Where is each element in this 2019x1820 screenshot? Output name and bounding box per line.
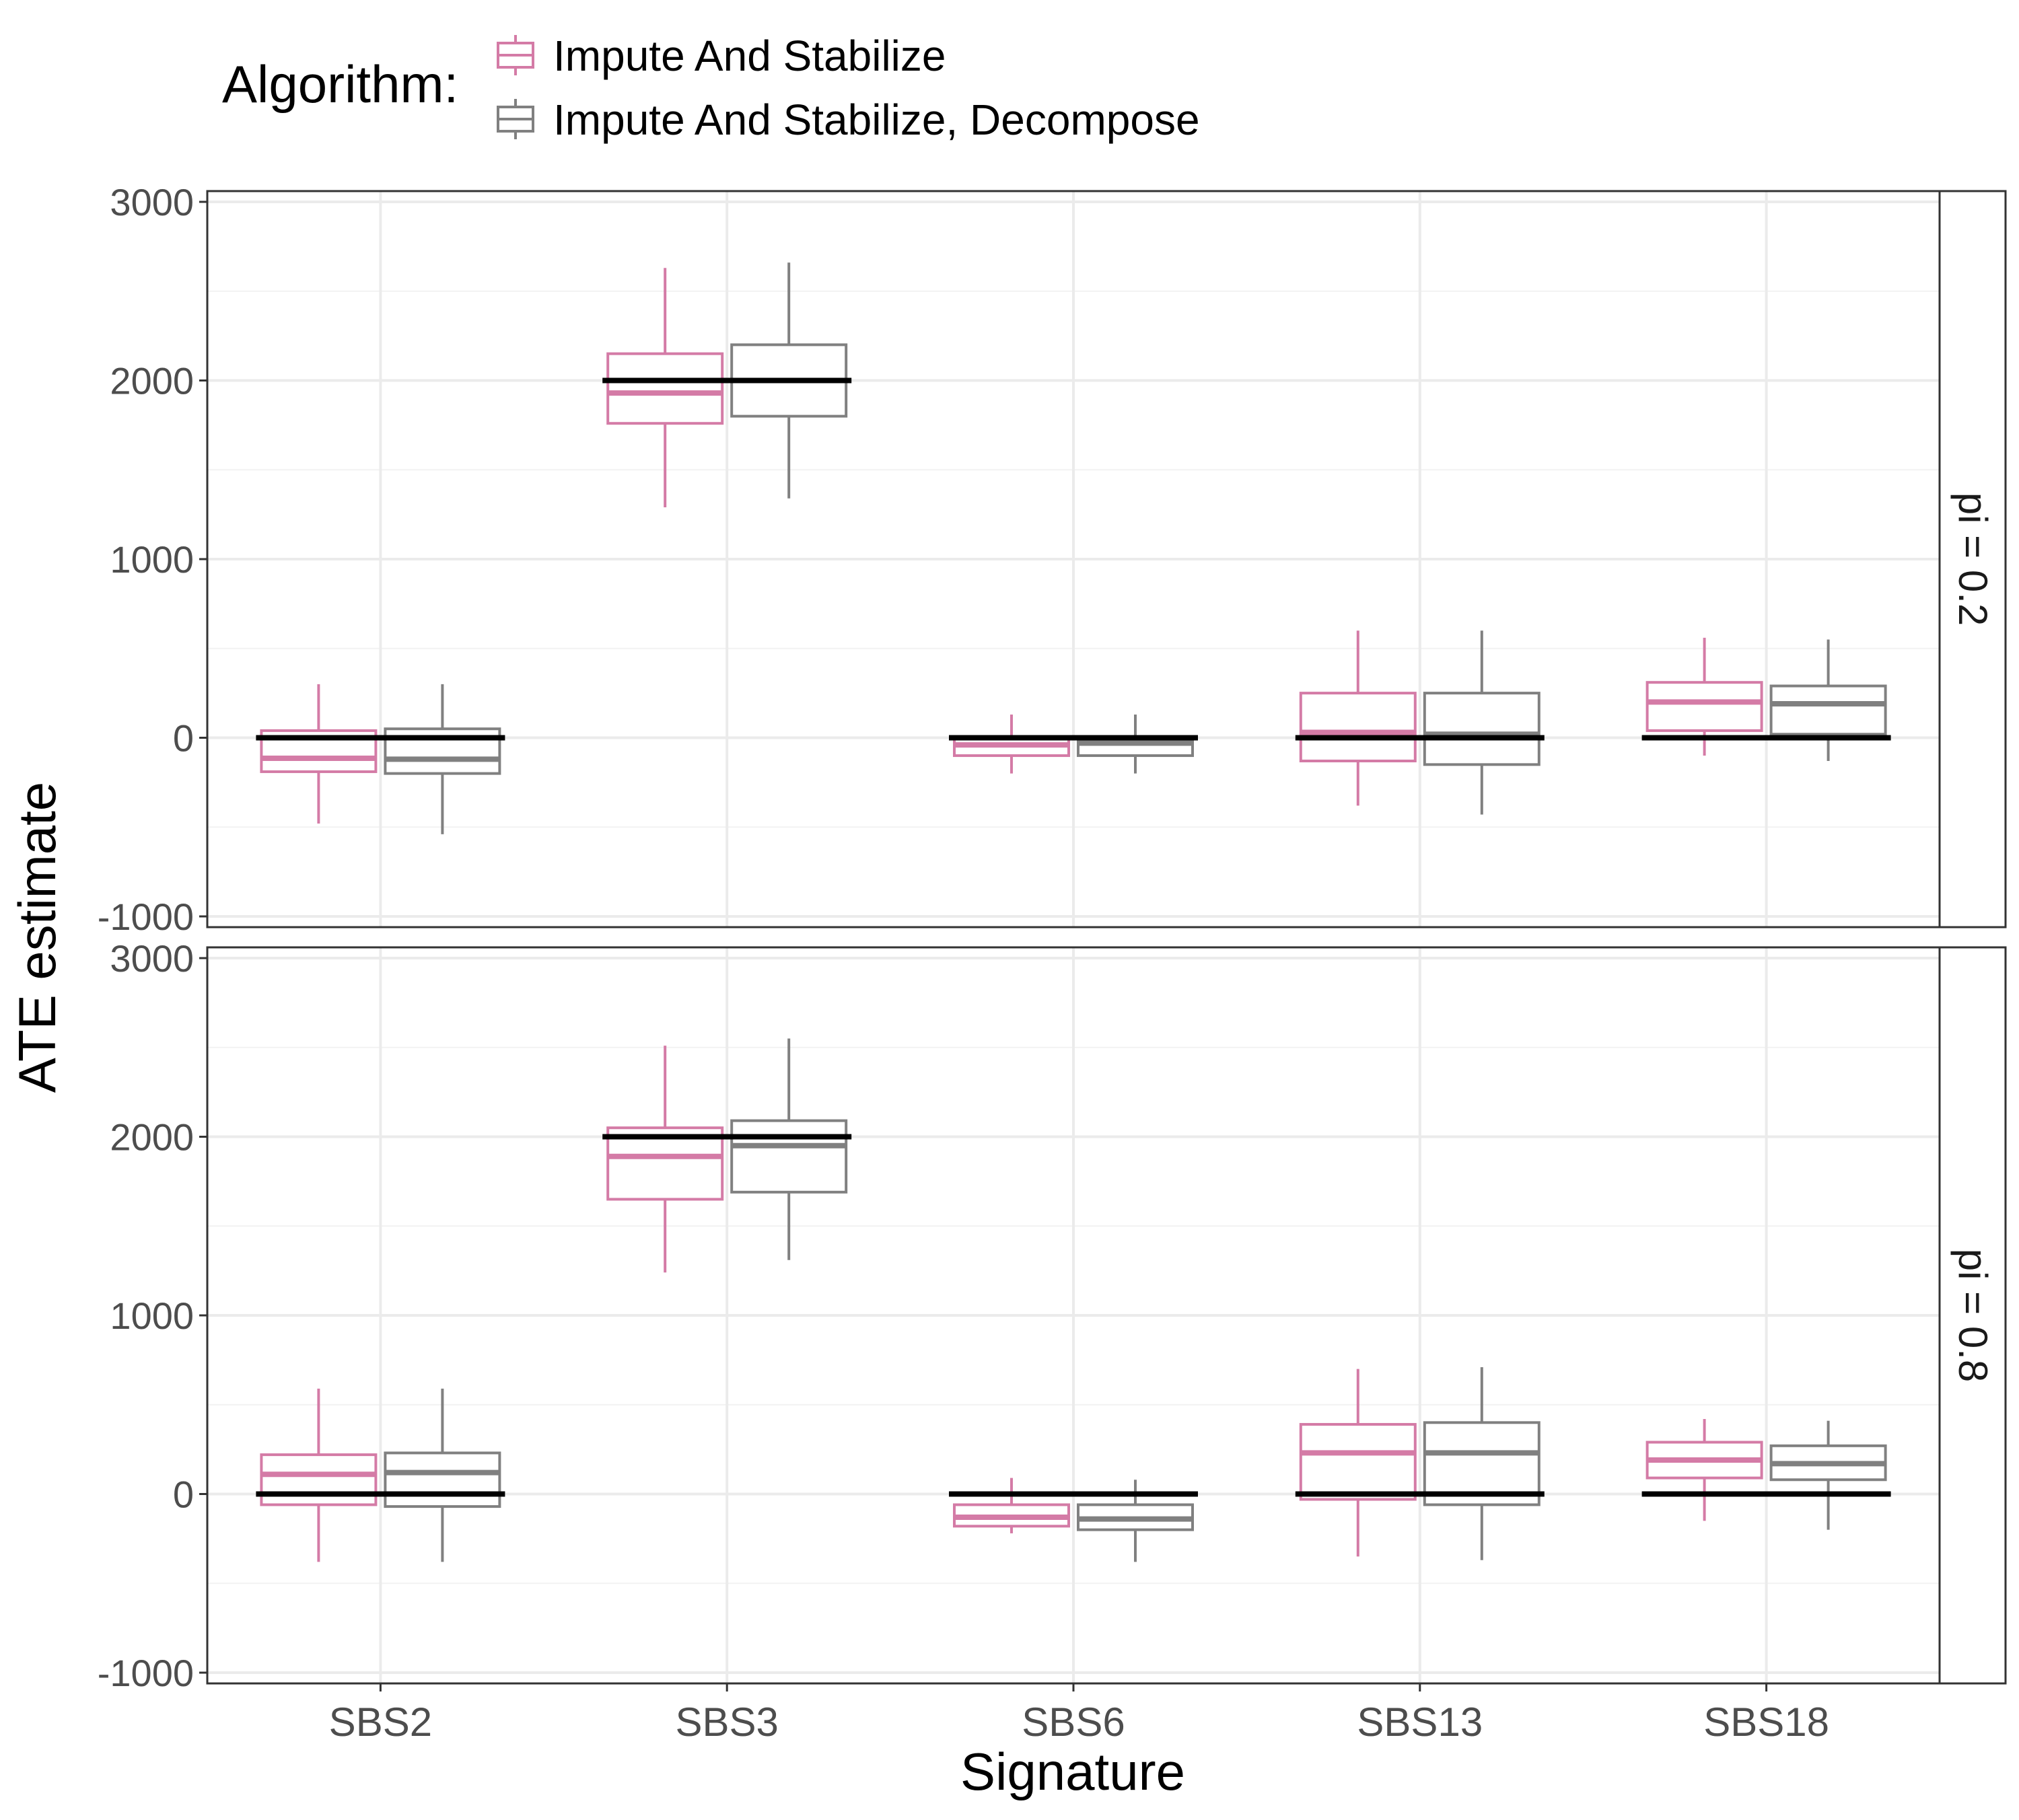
box-body xyxy=(1423,692,1540,766)
box-SBS2-series-2 xyxy=(384,1388,501,1562)
x-tick-label: SBS18 xyxy=(1703,1700,1829,1745)
box-body xyxy=(260,1453,378,1506)
legend-title: Algorithm: xyxy=(222,54,458,114)
y-tick-label: 2000 xyxy=(110,360,194,402)
box-SBS6-series-2 xyxy=(1077,1480,1194,1562)
panels: -1000 0 1000 2000 3000 pi = 0.2 -1000 0 1000 2000… xyxy=(98,181,2007,1745)
box-SBS18-series-2 xyxy=(1769,1420,1887,1530)
facet-strip-label: pi = 0.2 xyxy=(1950,493,1995,626)
box-SBS6-series-1 xyxy=(953,714,1070,774)
x-axis-title: Signature xyxy=(960,1742,1185,1801)
y-tick-label: 0 xyxy=(173,717,194,760)
axis-labels: Signature ATE estimate xyxy=(7,782,1185,1801)
legend-label-series-1: Impute And Stabilize xyxy=(553,32,946,80)
y-tick-label: 1000 xyxy=(110,538,194,581)
legend: Algorithm: Impute And Stabilize Impute A… xyxy=(222,32,1200,144)
box-body xyxy=(1299,1422,1417,1501)
facet-strip-label: pi = 0.8 xyxy=(1950,1249,1995,1383)
box-body xyxy=(1769,684,1887,736)
legend-key-series-2 xyxy=(497,99,534,139)
box-body xyxy=(384,1451,501,1508)
legend-key-series-1 xyxy=(497,35,534,75)
facet-strip xyxy=(1938,946,2007,1685)
y-tick-label: -1000 xyxy=(98,896,194,938)
box-SBS18-series-2 xyxy=(1769,639,1887,762)
y-tick-label: 0 xyxy=(173,1473,194,1516)
box-body xyxy=(606,1126,724,1201)
box-body xyxy=(1645,681,1763,732)
box-SBS18-series-1 xyxy=(1645,637,1763,756)
x-tick-label: SBS2 xyxy=(329,1700,432,1745)
y-tick-label: 1000 xyxy=(110,1295,194,1337)
box-SBS13-series-2 xyxy=(1423,630,1540,815)
box-SBS3-series-1 xyxy=(606,268,724,508)
box-SBS13-series-2 xyxy=(1423,1367,1540,1560)
y-tick-label: 2000 xyxy=(110,1116,194,1159)
box-SBS13-series-1 xyxy=(1299,1369,1417,1557)
legend-label-series-2: Impute And Stabilize, Decompose xyxy=(553,96,1200,144)
panel-2: -1000 0 1000 2000 3000 pi = 0.8 xyxy=(98,937,2007,1694)
y-tick-label: 3000 xyxy=(110,937,194,980)
box-body xyxy=(1423,1421,1540,1506)
box-body xyxy=(606,352,724,425)
facet-strip xyxy=(1938,190,2007,929)
box-SBS18-series-1 xyxy=(1645,1418,1763,1521)
box-SBS3-series-2 xyxy=(730,1038,848,1260)
box-SBS13-series-1 xyxy=(1299,630,1417,806)
box-SBS3-series-1 xyxy=(606,1046,724,1273)
box-body xyxy=(730,1119,848,1194)
y-tick-label: 3000 xyxy=(110,181,194,223)
y-axis-title: ATE estimate xyxy=(7,782,67,1093)
x-tick-label: SBS3 xyxy=(675,1700,778,1745)
x-tick-label: SBS6 xyxy=(1022,1700,1125,1745)
y-tick-label: -1000 xyxy=(98,1652,194,1694)
x-tick-label: SBS13 xyxy=(1357,1700,1483,1745)
box-body xyxy=(1299,692,1417,763)
box-SBS6-series-1 xyxy=(953,1478,1070,1533)
panel-1: -1000 0 1000 2000 3000 pi = 0.2 xyxy=(98,181,2007,938)
